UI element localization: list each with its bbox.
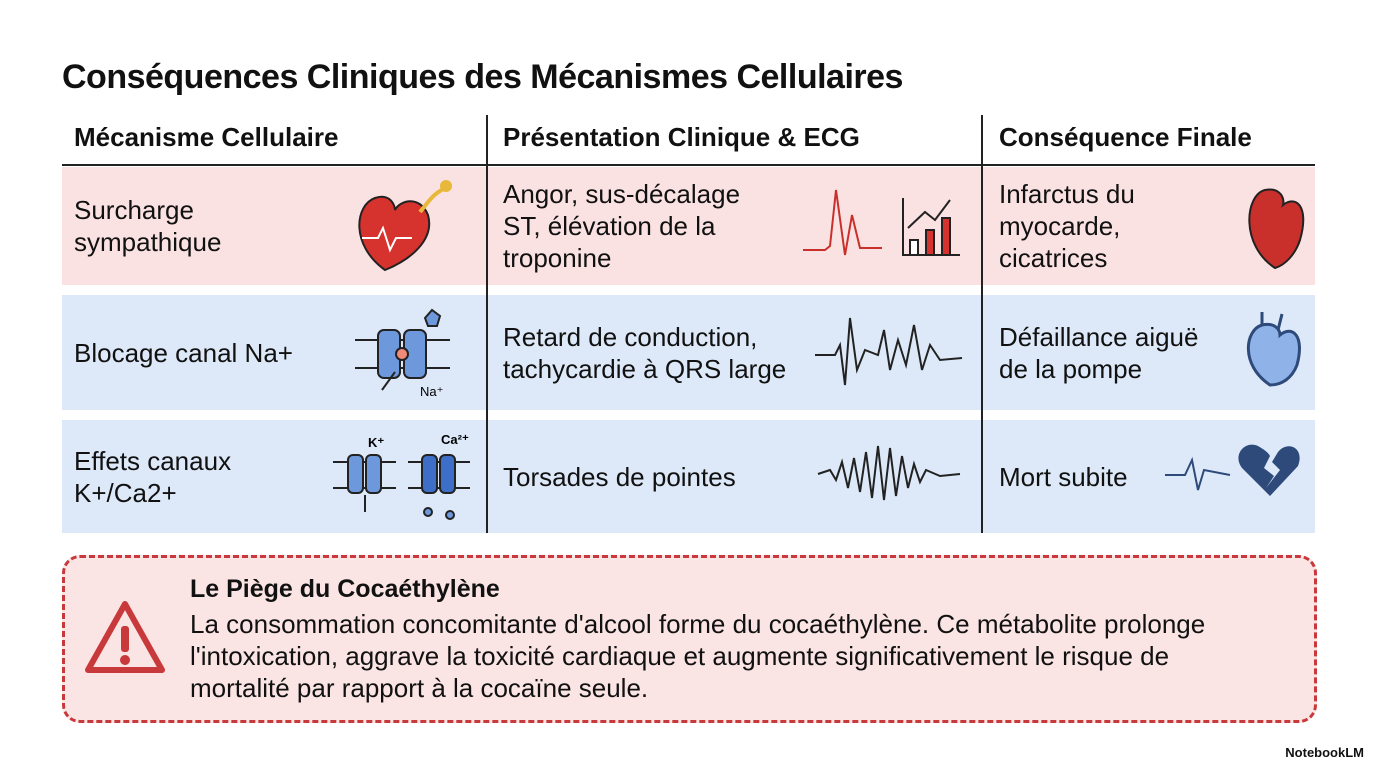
mechanism-cell: Surcharge sympathique	[74, 195, 222, 257]
consequence-cell: Mort subite	[999, 461, 1128, 492]
ecg-icon	[815, 317, 963, 386]
broken-heart-icon	[1238, 444, 1300, 496]
chart-icon	[902, 198, 960, 256]
channel-icon	[333, 454, 470, 520]
consequence-cell: Défaillance aiguë de la pompe	[999, 321, 1199, 384]
heart-icon	[1246, 312, 1301, 387]
row-background	[62, 420, 1315, 533]
callout-title: Le Piège du Cocaéthylène	[190, 575, 500, 603]
presentation-cell: Retard de conduction, tachycardie à QRS …	[503, 321, 787, 384]
ecg-icon	[803, 189, 882, 256]
table-lines: Na⁺ K⁺ Ca²⁺	[62, 115, 1315, 533]
heart-icon	[358, 180, 452, 272]
row-background	[62, 295, 1315, 410]
column-header: Mécanisme Cellulaire	[74, 122, 339, 152]
icon-label: K⁺	[368, 435, 384, 450]
channel-icon	[355, 308, 450, 391]
warning-icon	[85, 601, 165, 673]
icon-label: Ca²⁺	[441, 432, 469, 447]
callout-text: La consommation concomitante d'alcool fo…	[190, 609, 1206, 703]
presentation-cell: Torsades de pointes	[503, 461, 736, 492]
heart-icon	[1248, 188, 1305, 270]
callout-box	[62, 555, 1317, 723]
brand: NotebookLM	[1285, 745, 1364, 760]
ecg-icon	[1165, 456, 1231, 491]
row-background	[62, 167, 1315, 285]
presentation-cell: Angor, sus-décalage ST, élévation de la …	[503, 179, 741, 273]
mechanism-cell: Blocage canal Na+	[74, 337, 293, 368]
icon-label: Na⁺	[420, 384, 443, 399]
column-header: Conséquence Finale	[999, 122, 1252, 152]
ecg-icon	[817, 445, 961, 501]
column-header: Présentation Clinique & ECG	[503, 122, 860, 152]
title: Conséquences Cliniques des Mécanismes Ce…	[62, 58, 903, 96]
consequence-cell: Infarctus du myocarde, cicatrices	[999, 179, 1135, 273]
mechanism-cell: Effets canaux K+/Ca2+	[74, 445, 232, 508]
